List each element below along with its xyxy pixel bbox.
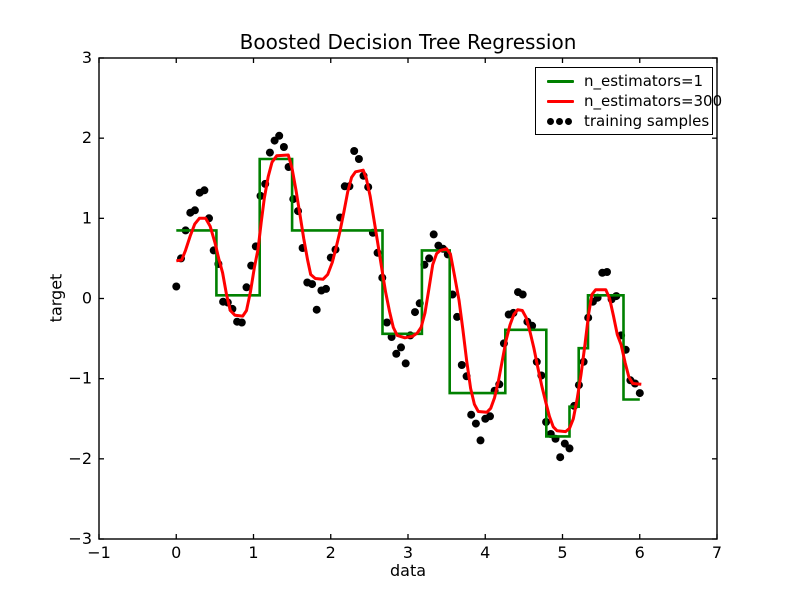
- training-sample-point: [392, 349, 401, 358]
- legend-box: n_estimators=1 n_estimators=300 training…: [535, 67, 722, 135]
- legend-item-n-estimators-300: n_estimators=300: [536, 91, 722, 111]
- legend-item-training-samples: training samples: [536, 111, 712, 131]
- x-axis-label: data: [389, 561, 427, 580]
- y-tick-label: −3: [68, 529, 92, 548]
- scatter-dots-swatch: [547, 117, 574, 125]
- training-sample-point: [397, 343, 405, 352]
- training-sample-point: [382, 318, 391, 327]
- x-tick-label: 1: [248, 543, 258, 562]
- training-sample-point: [308, 280, 317, 289]
- red-line-swatch: [547, 99, 574, 103]
- x-tick-label: 6: [635, 543, 645, 562]
- training-sample-point: [425, 254, 434, 263]
- legend-item-label: n_estimators=1: [584, 72, 704, 90]
- training-sample-point: [172, 282, 181, 291]
- y-tick-label: −2: [68, 449, 92, 468]
- x-tick-label: 7: [712, 543, 722, 562]
- x-tick-label: 2: [326, 543, 336, 562]
- training-sample-point: [279, 143, 288, 151]
- chart-title: Boosted Decision Tree Regression: [239, 30, 577, 54]
- training-sample-point: [457, 361, 466, 369]
- x-tick-label: 0: [171, 543, 181, 562]
- legend-item-n-estimators-1: n_estimators=1: [536, 71, 712, 91]
- training-sample-point: [429, 230, 438, 239]
- training-sample-point: [350, 147, 359, 155]
- x-tick-label: 3: [403, 543, 413, 562]
- legend-item-label: training samples: [584, 112, 710, 130]
- training-sample-point: [565, 444, 574, 453]
- training-sample-point: [556, 453, 565, 462]
- training-sample-point: [401, 359, 410, 368]
- training-sample-point: [265, 148, 274, 157]
- training-sample-point: [242, 283, 251, 292]
- training-sample-point: [603, 268, 611, 276]
- training-sample-point: [486, 412, 494, 421]
- training-sample-point: [476, 436, 485, 445]
- green-line-swatch: [547, 79, 574, 83]
- training-sample-point: [354, 155, 363, 163]
- training-sample-point: [275, 131, 284, 140]
- y-tick-label: 2: [82, 128, 92, 147]
- training-sample-point: [518, 290, 527, 299]
- x-tick-label: −1: [87, 543, 111, 562]
- y-tick-label: −1: [68, 369, 92, 388]
- tick-labels: −1 0 1 2 3 4 5 6 7 −3 −2 −1 0 1 2 3: [68, 48, 722, 562]
- y-tick-label: 1: [82, 208, 92, 227]
- x-tick-label: 5: [557, 543, 567, 562]
- axes-frame: [98, 57, 718, 540]
- legend-item-label: n_estimators=300: [584, 92, 723, 110]
- boosted-regression-line: [176, 153, 642, 434]
- dot-icon: [547, 117, 554, 125]
- y-tick-label: 3: [82, 48, 92, 67]
- y-axis-label: target: [46, 273, 66, 323]
- training-sample-point: [635, 389, 644, 398]
- x-tick-label: 4: [480, 543, 490, 562]
- training-sample-point: [237, 318, 246, 327]
- dot-icon: [565, 117, 572, 125]
- training-sample-point: [312, 305, 321, 314]
- training-sample-point: [467, 410, 476, 419]
- training-sample-point: [411, 308, 419, 317]
- y-tick-label: 0: [82, 289, 92, 308]
- training-sample-point: [190, 206, 199, 215]
- training-sample-point: [200, 186, 209, 195]
- training-sample-point: [453, 312, 462, 321]
- dot-icon: [556, 117, 563, 125]
- decision-tree-line: [176, 157, 640, 438]
- training-sample-point: [322, 284, 330, 293]
- training-sample-point: [471, 419, 480, 428]
